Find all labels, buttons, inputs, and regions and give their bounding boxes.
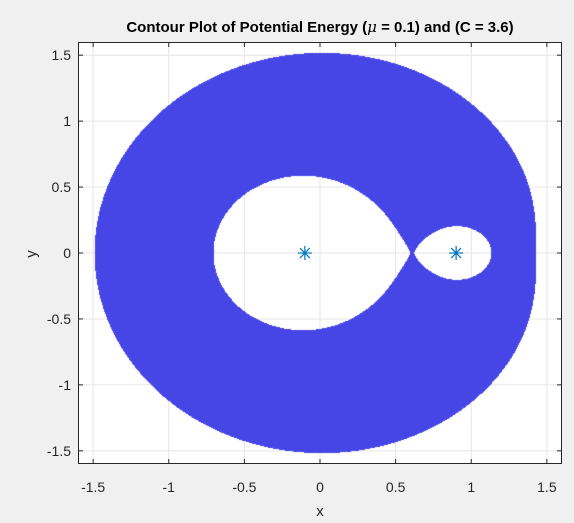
x-tick-label: -1: [163, 479, 176, 495]
x-tick-label: -1.5: [81, 479, 105, 495]
y-tick-label: 0: [63, 245, 71, 261]
marker-stroke: [299, 247, 311, 259]
x-tick-label: 1: [467, 479, 475, 495]
title-part-after: = 0.1) and (C = 3.6): [377, 19, 514, 36]
plot-area: [78, 42, 562, 464]
title-part-before: Contour Plot of Potential Energy (: [126, 19, 367, 36]
marker-stroke: [450, 247, 462, 259]
y-tick-label: -1.5: [47, 443, 71, 459]
x-axis-ticks: -1.5 -1 -0.5 0 0.5 1 1.5: [81, 42, 557, 495]
x-tick-label: 0: [316, 479, 324, 495]
y-tick-label: 1: [63, 113, 71, 129]
y-tick-label: 0.5: [52, 179, 72, 195]
x-axis-label: x: [316, 503, 324, 520]
marker-primary-2: [449, 246, 464, 260]
y-axis-label: y: [23, 250, 40, 258]
marker-primary-1: [297, 246, 312, 260]
y-axis-ticks: -1.5 -1 -0.5 0 0.5 1 1.5: [47, 47, 562, 459]
contour-fill: [78, 42, 562, 464]
y-tick-label: 1.5: [52, 47, 72, 63]
x-tick-label: 1.5: [537, 479, 557, 495]
title-mu-symbol: μ: [367, 18, 377, 36]
chart-title: Contour Plot of Potential Energy (μ = 0.…: [126, 18, 513, 36]
y-tick-label: -1: [59, 377, 72, 393]
x-tick-label: -0.5: [232, 479, 256, 495]
markers: [297, 246, 464, 260]
x-tick-label: 0.5: [386, 479, 406, 495]
y-tick-label: -0.5: [47, 311, 71, 327]
